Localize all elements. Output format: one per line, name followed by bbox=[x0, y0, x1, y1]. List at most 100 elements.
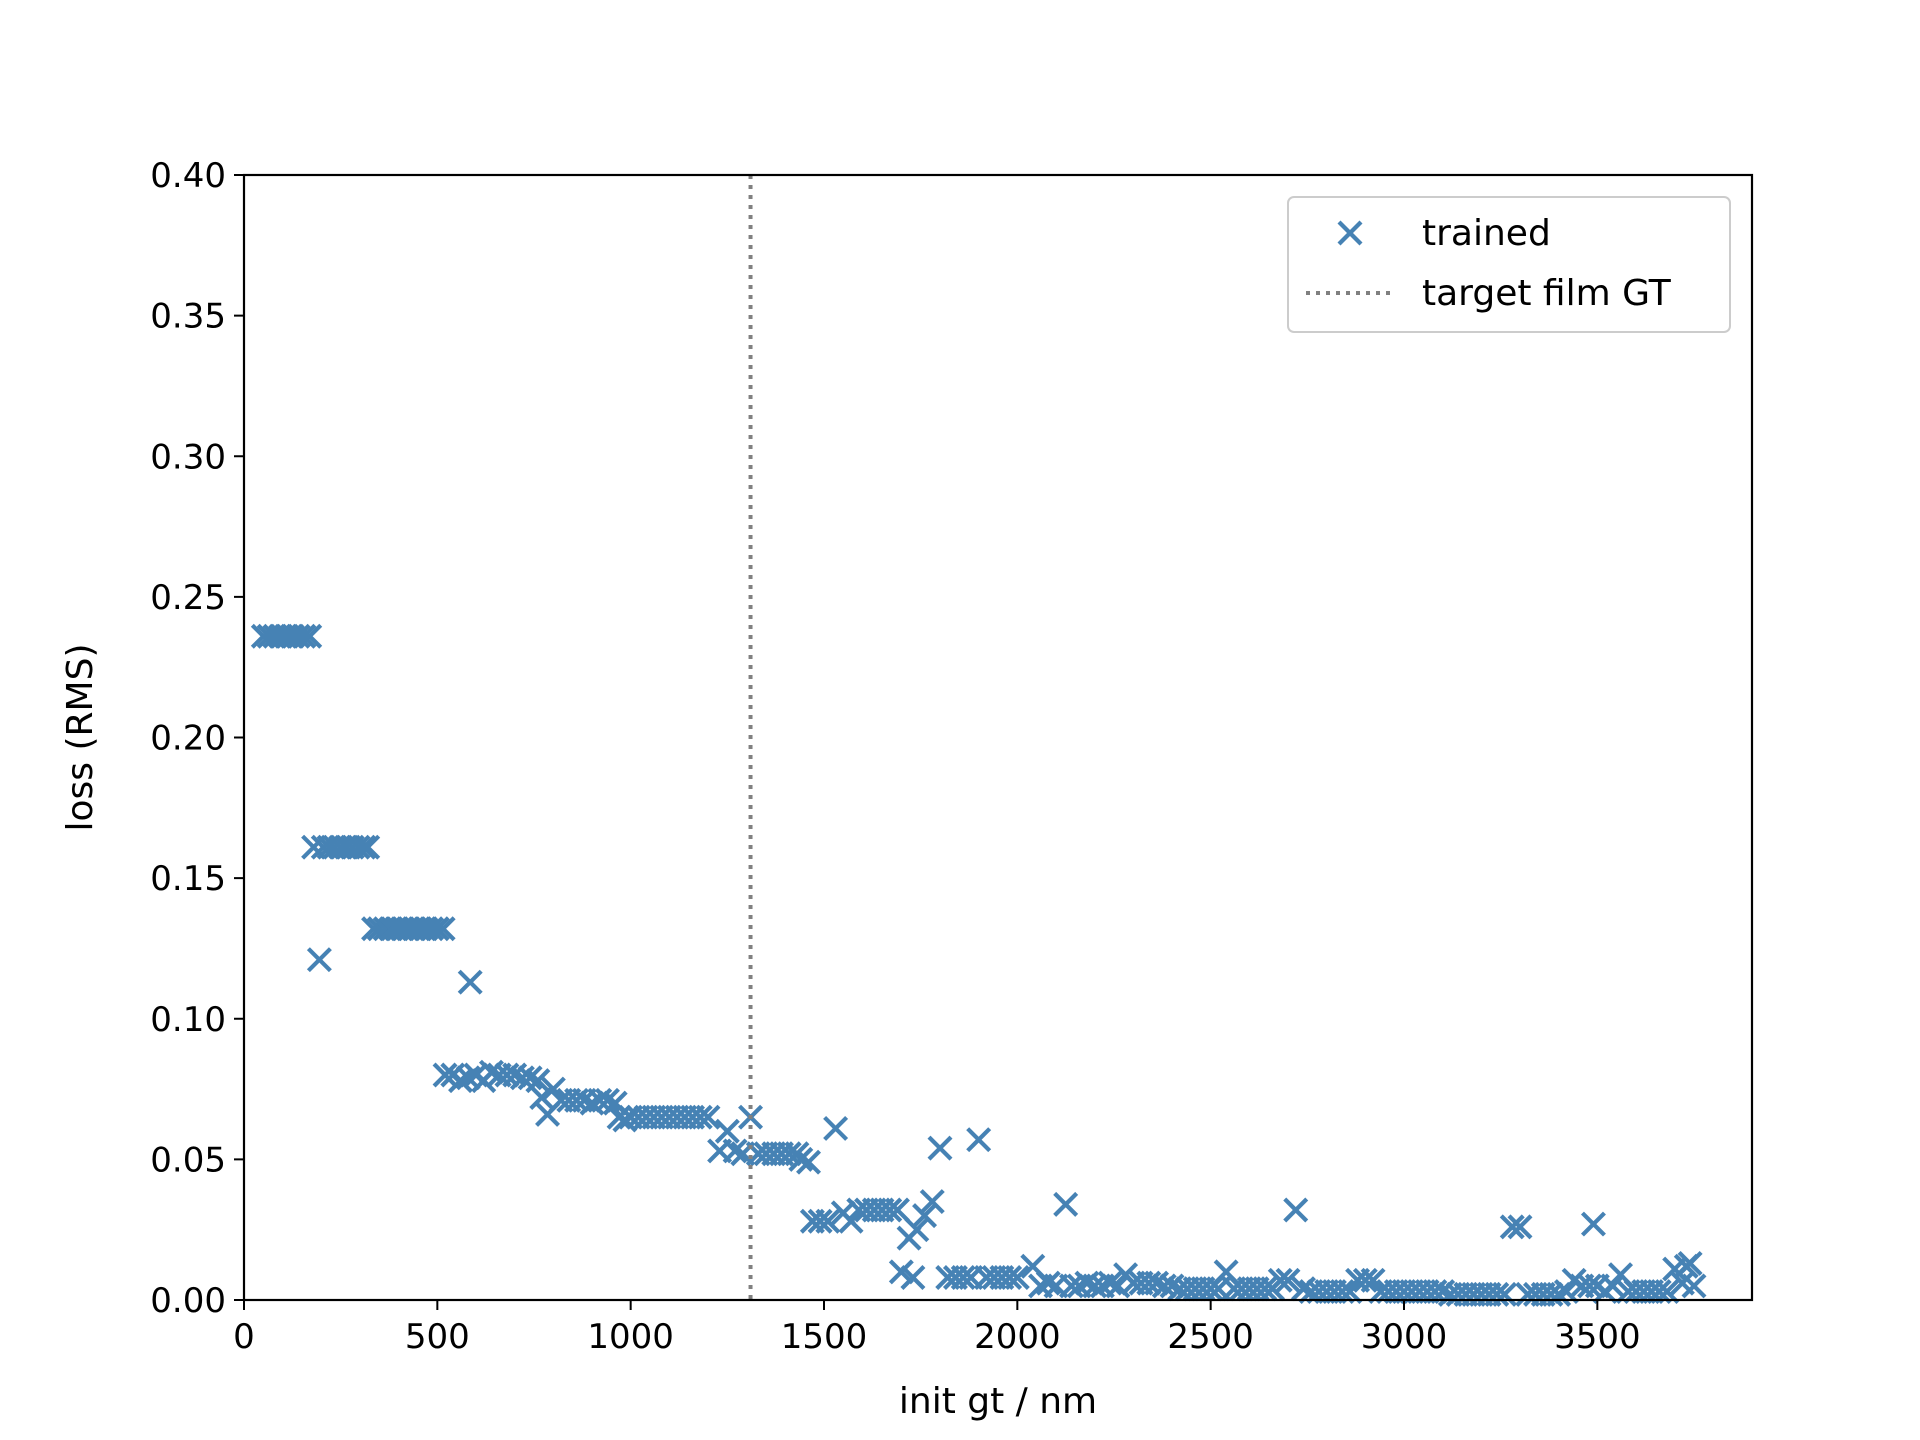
data-point bbox=[1283, 1197, 1309, 1223]
data-point bbox=[877, 1197, 903, 1223]
marker-stroke bbox=[1035, 1270, 1061, 1296]
marker-stroke bbox=[788, 1146, 814, 1172]
marker-stroke bbox=[297, 623, 323, 649]
marker-stroke bbox=[448, 1068, 474, 1094]
x-tick-label: 1000 bbox=[587, 1317, 674, 1357]
marker-stroke bbox=[695, 1104, 721, 1130]
data-point bbox=[351, 834, 377, 860]
marker-stroke bbox=[1484, 1281, 1510, 1307]
data-point bbox=[1600, 1273, 1626, 1299]
marker-stroke bbox=[1669, 1270, 1695, 1296]
data-point bbox=[927, 1135, 953, 1161]
data-point bbox=[1484, 1281, 1510, 1307]
marker-stroke bbox=[1646, 1279, 1672, 1305]
marker-stroke bbox=[432, 1062, 458, 1088]
data-point bbox=[594, 1087, 620, 1113]
marker-stroke bbox=[1577, 1273, 1603, 1299]
data-point bbox=[1646, 1279, 1672, 1305]
data-point bbox=[457, 969, 483, 995]
data-point bbox=[912, 1203, 938, 1229]
data-point bbox=[1507, 1214, 1533, 1240]
marker-stroke bbox=[807, 1208, 833, 1234]
marker-stroke bbox=[1352, 1267, 1378, 1293]
data-point bbox=[1097, 1270, 1123, 1296]
marker-stroke bbox=[1553, 1279, 1579, 1305]
data-point bbox=[306, 947, 332, 973]
data-point bbox=[900, 1265, 926, 1290]
marker-stroke bbox=[291, 623, 317, 649]
marker-stroke bbox=[966, 1127, 992, 1153]
marker-stroke bbox=[351, 834, 377, 860]
marker-stroke bbox=[355, 834, 381, 860]
y-tick-label: 0.15 bbox=[150, 859, 226, 899]
marker-stroke bbox=[1283, 1197, 1309, 1223]
marker-stroke bbox=[823, 1115, 849, 1141]
marker-stroke bbox=[714, 1118, 740, 1144]
marker-stroke bbox=[529, 1085, 555, 1110]
x-tick-label: 2000 bbox=[974, 1317, 1061, 1357]
marker-stroke bbox=[722, 1138, 748, 1164]
marker-stroke bbox=[1329, 1279, 1355, 1305]
marker-stroke bbox=[517, 1065, 543, 1091]
x-axis-label: init gt / nm bbox=[899, 1381, 1097, 1422]
data-point bbox=[904, 1217, 930, 1243]
marker-stroke bbox=[602, 1090, 628, 1116]
marker-stroke bbox=[1360, 1267, 1386, 1293]
marker-stroke bbox=[1337, 1279, 1363, 1305]
data-point bbox=[1252, 1276, 1278, 1302]
y-tick-label: 0.20 bbox=[150, 719, 226, 759]
legend-label-target: target film GT bbox=[1422, 273, 1672, 314]
legend-marker-trained bbox=[1337, 220, 1363, 246]
marker-stroke bbox=[430, 916, 456, 942]
marker-stroke bbox=[888, 1259, 914, 1285]
data-point bbox=[345, 834, 371, 860]
y-axis-label: loss (RMS) bbox=[60, 644, 101, 832]
marker-stroke bbox=[1213, 1259, 1239, 1285]
data-point bbox=[1004, 1265, 1030, 1290]
marker-stroke bbox=[1580, 1211, 1606, 1237]
data-point bbox=[838, 1208, 864, 1234]
data-point bbox=[432, 1062, 458, 1088]
data-point bbox=[695, 1104, 721, 1130]
y-tick-label: 0.40 bbox=[150, 156, 226, 196]
data-point bbox=[419, 916, 445, 942]
data-point bbox=[1360, 1267, 1386, 1293]
data-point bbox=[540, 1076, 566, 1102]
marker-stroke bbox=[919, 1189, 945, 1215]
data-point bbox=[950, 1265, 976, 1290]
data-point bbox=[529, 1085, 555, 1110]
data-point bbox=[430, 916, 456, 942]
data-point bbox=[714, 1118, 740, 1144]
marker-stroke bbox=[345, 834, 371, 860]
data-point bbox=[788, 1146, 814, 1172]
data-point bbox=[1329, 1279, 1355, 1305]
data-point bbox=[297, 623, 323, 649]
x-tick-label: 500 bbox=[405, 1317, 470, 1357]
marker-stroke bbox=[904, 1217, 930, 1243]
data-point bbox=[1275, 1267, 1301, 1293]
marker-stroke bbox=[1058, 1273, 1084, 1299]
marker-stroke bbox=[1681, 1273, 1707, 1299]
y-tick-label: 0.30 bbox=[150, 437, 226, 477]
marker-stroke bbox=[687, 1104, 713, 1130]
marker-stroke bbox=[306, 947, 332, 973]
y-tick-label: 0.25 bbox=[150, 578, 226, 618]
data-point bbox=[796, 1149, 822, 1175]
data-point bbox=[1654, 1279, 1680, 1305]
y-tick-label: 0.00 bbox=[150, 1281, 226, 1321]
marker-stroke bbox=[1677, 1250, 1703, 1276]
marker-stroke bbox=[927, 1135, 953, 1161]
marker-stroke bbox=[1507, 1214, 1533, 1240]
marker-stroke bbox=[1538, 1281, 1564, 1307]
data-point bbox=[722, 1138, 748, 1164]
x-tick-label: 3500 bbox=[1554, 1317, 1641, 1357]
marker-stroke bbox=[1053, 1191, 1079, 1217]
marker-stroke bbox=[1600, 1273, 1626, 1299]
data-point bbox=[1553, 1279, 1579, 1305]
marker-stroke bbox=[912, 1203, 938, 1229]
data-point bbox=[815, 1208, 841, 1234]
marker-stroke bbox=[1608, 1262, 1634, 1288]
data-markers bbox=[250, 623, 1707, 1307]
data-point bbox=[687, 1104, 713, 1130]
